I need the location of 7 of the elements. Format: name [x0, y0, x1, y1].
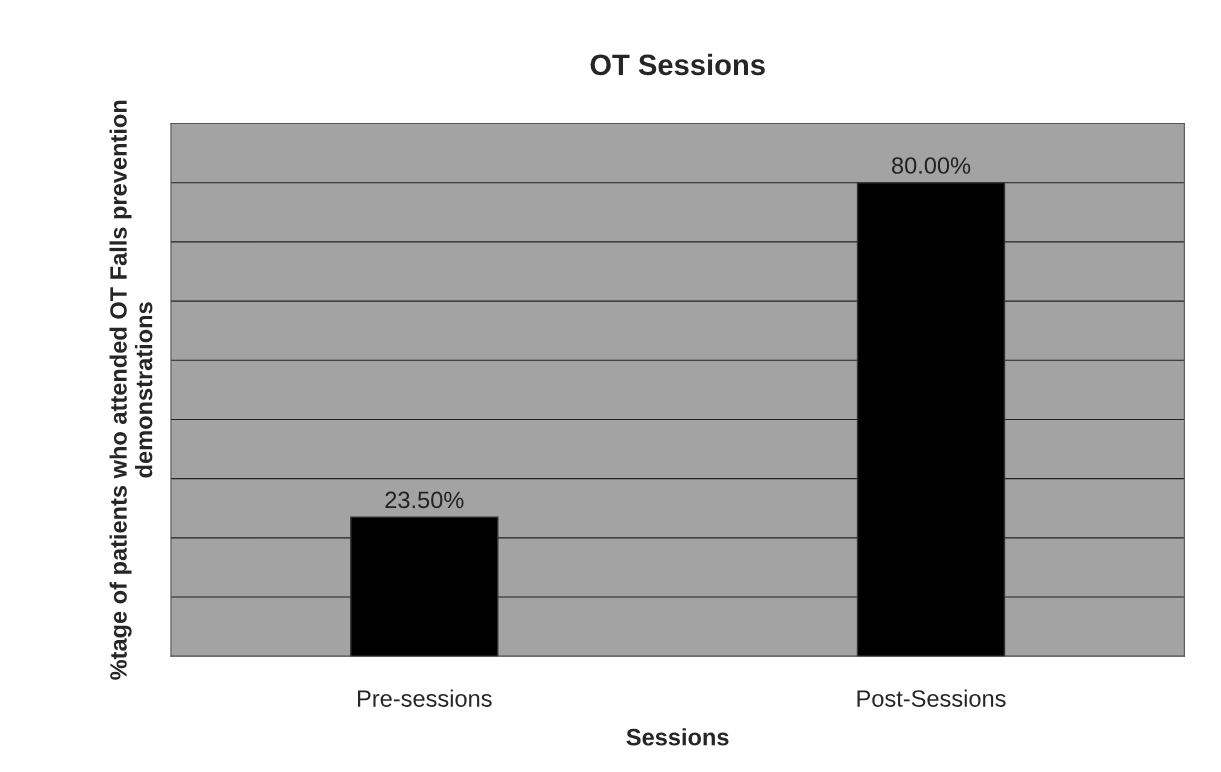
y-axis-title: %tage of patients who attended OT Falls prevention demonstrations: [109, 100, 153, 680]
data-label: 80.00%: [892, 157, 971, 174]
x-axis-title: Sessions: [626, 728, 729, 746]
data-label: 23.50%: [385, 491, 464, 509]
x-tick-label: Pre-sessions: [358, 689, 492, 707]
chart-title: OT Sessions: [590, 53, 765, 76]
x-tick-label: Post-Sessions: [857, 689, 1006, 707]
